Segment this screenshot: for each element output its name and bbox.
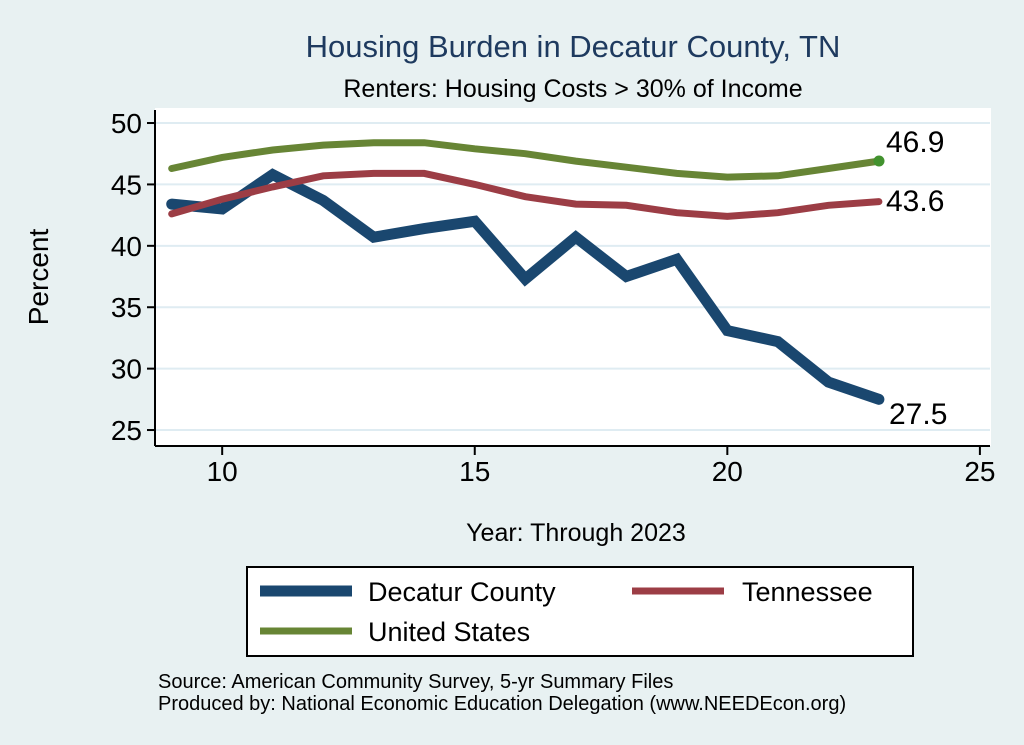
end-label-united-states: 46.9 (886, 126, 944, 159)
y-axis-title: Percent (23, 229, 54, 326)
series-line-tennessee (168, 169, 883, 220)
end-label-decatur-county: 27.5 (889, 398, 947, 431)
legend: Decatur County Tennessee United States (246, 566, 914, 657)
chart-subtitle: Renters: Housing Costs > 30% of Income (343, 75, 802, 103)
x-tick-label-25: 25 (964, 456, 995, 487)
x-tick-label-15: 15 (459, 456, 490, 487)
produced-by-note: Produced by: National Economic Education… (158, 693, 846, 715)
us-series-end-dot (873, 155, 885, 167)
end-label-tennessee: 43.6 (886, 185, 944, 218)
y-tick-label-45: 45 (111, 169, 142, 200)
y-tick-label-35: 35 (111, 292, 142, 323)
source-note: Source: American Community Survey, 5-yr … (158, 671, 673, 693)
axes-layer: 25 30 35 40 45 50 10 15 20 25 (111, 108, 996, 487)
x-tick-label-10: 10 (207, 456, 238, 487)
legend-box (246, 566, 914, 657)
y-tick-label-40: 40 (111, 231, 142, 262)
legend-label-tennessee: Tennessee (742, 577, 873, 607)
chart-title: Housing Burden in Decatur County, TN (306, 29, 841, 64)
x-tick-label-20: 20 (712, 456, 743, 487)
series-lines-layer (166, 139, 885, 405)
y-tick-label-50: 50 (111, 108, 142, 139)
legend-label-decatur-county: Decatur County (368, 577, 556, 607)
x-axis-title: Year: Through 2023 (466, 519, 686, 547)
series-line-united-states (168, 139, 883, 181)
legend-label-united-states: United States (368, 617, 530, 647)
y-tick-label-30: 30 (111, 354, 142, 385)
y-tick-label-25: 25 (111, 415, 142, 446)
